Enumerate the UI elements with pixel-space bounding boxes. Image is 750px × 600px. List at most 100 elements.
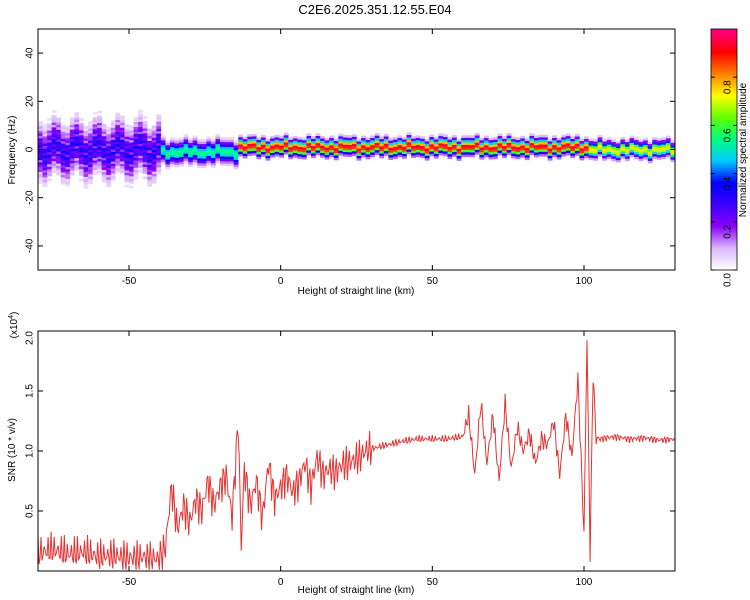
heatmap-cell <box>233 164 239 168</box>
heatmap-cell <box>584 143 589 147</box>
heatmap-cell <box>188 159 193 163</box>
heatmap-cell <box>465 152 471 155</box>
heatmap-cell <box>570 153 576 156</box>
heatmap-cell <box>51 127 57 130</box>
heatmap-cell <box>602 148 608 152</box>
heatmap-cell <box>292 150 298 153</box>
colorbar-gradient <box>711 29 737 271</box>
heatmap-cell <box>320 152 325 156</box>
heatmap-cell <box>65 178 71 182</box>
heatmap-cell <box>83 176 89 180</box>
heatmap-cell <box>47 149 52 153</box>
heatmap-cell <box>78 137 84 141</box>
heatmap-cell <box>97 137 102 140</box>
heatmap-cell <box>406 151 412 155</box>
heatmap-cell <box>88 164 93 168</box>
heatmap-cell <box>188 140 193 143</box>
heatmap-cell <box>556 149 562 153</box>
heatmap-cell <box>292 138 298 141</box>
heatmap-cell <box>452 151 457 155</box>
heatmap-cell <box>665 147 671 151</box>
heatmap-cell <box>115 139 121 142</box>
heatmap-cell <box>524 145 530 149</box>
colorbar-strip <box>711 207 737 211</box>
heatmap-cell <box>574 138 580 142</box>
heatmap-cell <box>156 147 162 151</box>
heatmap-cell <box>279 147 284 151</box>
heatmap-cell <box>392 151 398 155</box>
heatmap-cell <box>101 157 107 161</box>
heatmap-cell <box>83 130 89 134</box>
heatmap-cell <box>283 139 289 143</box>
heatmap-cell <box>119 166 125 169</box>
heatmap-cell <box>670 142 676 146</box>
heatmap-cell <box>438 143 444 146</box>
heatmap-cell <box>83 159 89 163</box>
colorbar-strip <box>711 117 737 120</box>
heatmap-cell <box>142 140 148 143</box>
heatmap-cell <box>124 148 130 152</box>
heatmap-cell <box>197 158 203 161</box>
heatmap-cell <box>620 141 626 145</box>
heatmap-cell <box>565 150 571 154</box>
heatmap-cell <box>511 148 517 152</box>
colorbar-strip <box>711 33 737 36</box>
heatmap-cell <box>220 153 225 157</box>
heatmap-cell <box>42 162 48 166</box>
heatmap-cell <box>201 151 207 154</box>
heatmap-cell <box>83 167 89 170</box>
heatmap-cell <box>197 153 203 156</box>
heatmap-cell <box>229 161 234 164</box>
heatmap-cell <box>656 152 662 156</box>
heatmap-cell <box>206 158 212 161</box>
heatmap-cell <box>56 163 62 166</box>
heatmap-cell <box>329 145 335 148</box>
heatmap-cell <box>51 134 57 138</box>
heatmap-cell <box>138 162 143 166</box>
heatmap-cell <box>643 154 648 158</box>
colorbar-strip <box>711 157 737 161</box>
heatmap-cell <box>156 140 162 144</box>
heatmap-cell <box>124 165 130 169</box>
heatmap-cell <box>665 140 671 144</box>
heatmap-cell <box>311 136 316 139</box>
heatmap-cell <box>361 152 366 155</box>
heatmap-cell <box>106 141 112 144</box>
heatmap-cell <box>465 149 471 153</box>
heatmap-cell <box>274 149 280 152</box>
heatmap-cell <box>465 137 471 141</box>
heatmap-cell <box>220 151 225 155</box>
heatmap-cell <box>329 149 335 153</box>
heatmap-cell <box>265 158 271 161</box>
heatmap-cell <box>256 151 262 155</box>
heatmap-cell <box>406 142 412 145</box>
heatmap-cell <box>383 150 389 154</box>
heatmap-cell <box>652 149 658 152</box>
colorbar-strip <box>711 109 737 112</box>
heatmap-cell <box>47 156 52 160</box>
heatmap-cell <box>206 148 212 152</box>
heatmap-cell <box>338 150 344 154</box>
heatmap-cell <box>83 183 89 187</box>
heatmap-cell <box>151 164 157 167</box>
heatmap-cell <box>88 178 93 182</box>
heatmap-cell <box>301 144 307 148</box>
heatmap-cell <box>60 141 66 144</box>
heatmap-cell <box>456 146 462 149</box>
heatmap-cell <box>420 136 426 139</box>
heatmap-cell <box>629 152 635 155</box>
heatmap-cell <box>160 137 166 141</box>
heatmap-cell <box>147 157 153 161</box>
colorbar-strip <box>711 215 737 219</box>
heatmap-cell <box>69 141 75 145</box>
heatmap-cell <box>552 135 557 138</box>
heatmap-cell <box>38 179 43 182</box>
heatmap-cell <box>192 149 198 153</box>
heatmap-cell <box>629 140 635 143</box>
colorbar-strip <box>711 115 737 118</box>
heatmap-cell <box>51 124 57 128</box>
colorbar-strip <box>711 67 737 70</box>
heatmap-cell <box>124 170 130 173</box>
heatmap-cell <box>493 156 498 159</box>
heatmap-cell <box>115 163 121 166</box>
